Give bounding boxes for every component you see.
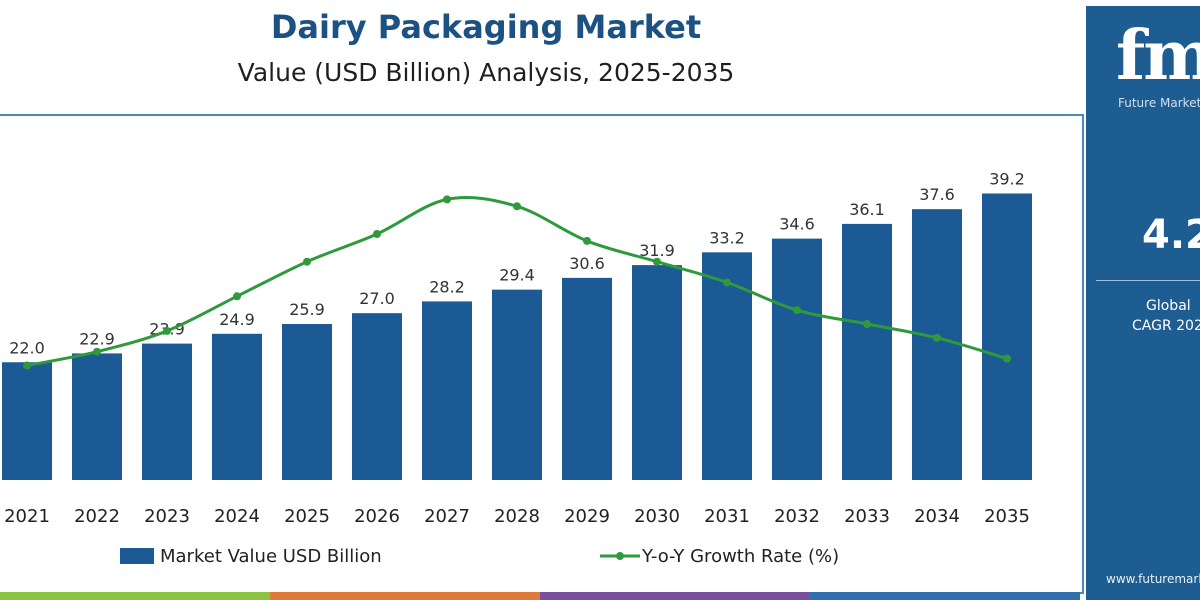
bar-2030 — [632, 265, 682, 480]
bar-2031 — [702, 252, 752, 480]
growth-point-2034 — [933, 333, 941, 342]
growth-point-2021 — [23, 361, 31, 370]
x-tick-label-2031: 2031 — [704, 506, 750, 527]
bar-value-label-2035: 39.2 — [989, 169, 1025, 188]
fmi-logo: fmi — [1116, 16, 1200, 96]
chart-subtitle: Value (USD Billion) Analysis, 2025-2035 — [237, 58, 735, 87]
bar-2028 — [492, 289, 542, 480]
x-tick-label-2033: 2033 — [844, 506, 890, 527]
x-tick-label-2024: 2024 — [214, 506, 260, 527]
legend-bar-swatch — [120, 548, 154, 564]
chart-title: Dairy Packaging Market — [270, 8, 702, 46]
x-tick-label-2028: 2028 — [494, 506, 540, 527]
legend-line-marker — [616, 552, 624, 560]
bar-2022 — [72, 353, 122, 480]
x-tick-label-2034: 2034 — [914, 506, 960, 527]
bar-2026 — [352, 313, 402, 480]
cagr-value: 4.2% — [1142, 212, 1200, 258]
growth-point-2023 — [163, 326, 171, 335]
growth-point-2024 — [233, 292, 241, 301]
legend-line-label: Y-o-Y Growth Rate (%) — [641, 546, 839, 567]
bar-2032 — [772, 238, 822, 480]
website-url[interactable]: www.futuremarketinsights.com — [1106, 572, 1200, 586]
x-tick-label-2026: 2026 — [354, 506, 400, 527]
bar-value-label-2030: 31.9 — [639, 241, 675, 260]
bar-2027 — [422, 301, 472, 480]
bar-value-label-2026: 27.0 — [359, 289, 395, 308]
growth-point-2027 — [443, 195, 451, 204]
strip-segment-3 — [540, 592, 810, 600]
growth-point-2033 — [863, 320, 871, 328]
x-tick-label-2022: 2022 — [74, 506, 120, 527]
bar-value-label-2034: 37.6 — [919, 185, 955, 204]
x-tick-label-2021: 2021 — [4, 506, 50, 527]
bar-2034 — [912, 209, 962, 481]
cagr-label: CAGR 2025-2035 — [1132, 318, 1200, 334]
bar-value-label-2033: 36.1 — [849, 200, 885, 219]
bar-2035 — [982, 193, 1032, 480]
bar-value-label-2025: 25.9 — [289, 300, 325, 319]
bar-2023 — [142, 343, 192, 480]
growth-point-2032 — [793, 306, 801, 315]
bar-value-label-2021: 22.0 — [9, 338, 45, 357]
bar-2029 — [562, 277, 612, 480]
x-tick-label-2027: 2027 — [424, 506, 470, 527]
growth-point-2029 — [583, 236, 591, 245]
bar-2021 — [2, 362, 52, 480]
x-tick-label-2025: 2025 — [284, 506, 330, 527]
sidebar-divider — [1096, 280, 1200, 281]
chart-svg: 22.0202122.9202223.9202324.9202425.92025… — [2, 169, 1032, 567]
bar-value-label-2028: 29.4 — [499, 266, 535, 285]
growth-point-2030 — [653, 257, 661, 266]
bottom-color-strip — [0, 592, 1080, 600]
x-tick-label-2035: 2035 — [984, 506, 1030, 527]
growth-point-2022 — [93, 347, 101, 356]
bar-value-label-2031: 33.2 — [709, 228, 745, 247]
x-tick-label-2030: 2030 — [634, 506, 680, 527]
strip-segment-1 — [0, 592, 270, 600]
x-tick-label-2032: 2032 — [774, 506, 820, 527]
bar-2024 — [212, 333, 262, 480]
legend-bar-label: Market Value USD Billion — [160, 546, 382, 567]
x-tick-label-2023: 2023 — [144, 506, 190, 527]
bar-value-label-2027: 28.2 — [429, 277, 465, 296]
bar-value-label-2024: 24.9 — [219, 310, 255, 329]
sidebar-panel: fmi Future Market Insights 4.2% Global C… — [1086, 6, 1200, 600]
bar-value-label-2022: 22.9 — [79, 329, 115, 348]
growth-point-2026 — [373, 230, 381, 238]
logo-subtitle: Future Market Insights — [1118, 96, 1200, 110]
bar-2033 — [842, 223, 892, 481]
global-label: Global — [1146, 298, 1191, 314]
growth-point-2028 — [513, 202, 521, 211]
bar-2025 — [282, 323, 332, 480]
growth-point-2025 — [303, 257, 311, 266]
bar-value-label-2029: 30.6 — [569, 254, 605, 273]
growth-point-2035 — [1003, 354, 1011, 363]
strip-segment-2 — [270, 592, 540, 600]
growth-point-2031 — [723, 278, 731, 287]
x-tick-label-2029: 2029 — [564, 506, 610, 527]
bar-value-label-2032: 34.6 — [779, 215, 815, 234]
strip-segment-4 — [810, 592, 1080, 600]
